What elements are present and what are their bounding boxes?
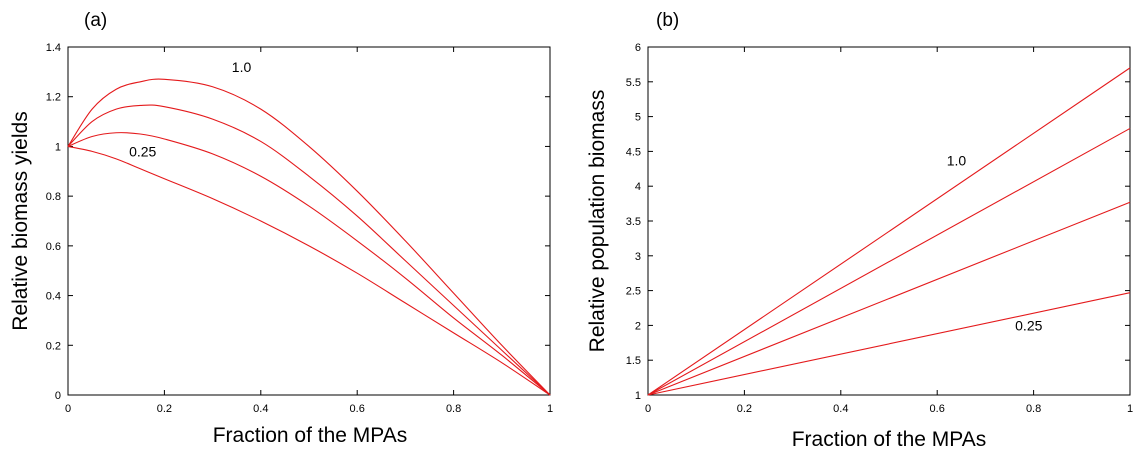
panel-label: (b) — [656, 10, 679, 31]
y-tick-label: 5.5 — [626, 77, 641, 89]
curve-annotation: 0.25 — [129, 143, 156, 159]
panel-a: 0 0.2 0.4 0.6 0.8 1 0 0.2 0.4 0.6 0.8 1 1.2 1.4 1.0 0.2… — [9, 10, 553, 447]
y-tick-label: 0.2 — [46, 340, 61, 352]
y-tick-label: 0.4 — [46, 291, 61, 303]
x-tick-label: 0.6 — [930, 403, 945, 415]
x-axis-title: Fraction of the MPAs — [213, 424, 408, 447]
y-tick-label: 6 — [635, 42, 641, 54]
y-tick-label: 4 — [635, 181, 641, 193]
series-line-1 — [647, 67, 1131, 396]
y-tick-label: 3 — [635, 251, 641, 263]
x-tick-label: 0 — [645, 403, 651, 415]
y-tick-label: 2 — [635, 320, 641, 332]
x-tick-label: 1 — [547, 403, 553, 415]
series-line-4 — [67, 145, 551, 396]
x-tick-label: 0.2 — [737, 403, 752, 415]
series-line-3 — [67, 132, 551, 396]
series-line-4 — [647, 292, 1131, 396]
series-line-2 — [67, 104, 551, 396]
x-tick-label: 0 — [65, 403, 71, 415]
curve-annotation: 1.0 — [947, 152, 967, 168]
panel-b: 0 0.2 0.4 0.6 0.8 1 1 1.5 2 2.5 3 3.5 4 4.5 5 5.5 6 1.0 0.… — [586, 10, 1133, 451]
y-tick-label: 3.5 — [626, 216, 641, 228]
series-line-3 — [647, 201, 1131, 396]
y-tick-label: 2.5 — [626, 286, 641, 298]
panel-label: (a) — [84, 10, 107, 31]
plot-frame — [647, 46, 1131, 396]
y-axis-title: Relative population biomass — [586, 90, 609, 353]
y-axis-title: Relative biomass yields — [9, 111, 32, 330]
y-tick-label: 5 — [635, 112, 641, 124]
series-line-2 — [647, 127, 1131, 396]
y-tick-label: 1.2 — [46, 92, 61, 104]
x-tick-label: 0.2 — [157, 403, 172, 415]
x-tick-label: 0.8 — [446, 403, 461, 415]
y-tick-label: 0.6 — [46, 241, 61, 253]
series-line-1 — [67, 78, 551, 396]
y-tick-label: 1.5 — [626, 355, 641, 367]
y-tick-label: 1 — [635, 390, 641, 402]
y-tick-label: 0.8 — [46, 191, 61, 203]
curve-annotation: 0.25 — [1015, 317, 1042, 333]
curve-annotation: 1.0 — [232, 59, 252, 75]
plot-frame — [67, 46, 551, 396]
y-tick-label: 4.5 — [626, 146, 641, 158]
y-tick-label: 1 — [55, 141, 61, 153]
x-tick-label: 0.4 — [253, 403, 268, 415]
y-tick-label: 0 — [55, 390, 61, 402]
x-tick-label: 0.8 — [1026, 403, 1041, 415]
x-axis-title: Fraction of the MPAs — [792, 428, 987, 451]
x-tick-label: 0.4 — [833, 403, 848, 415]
x-tick-label: 0.6 — [350, 403, 365, 415]
y-tick-label: 1.4 — [46, 42, 61, 54]
x-tick-label: 1 — [1127, 403, 1133, 415]
